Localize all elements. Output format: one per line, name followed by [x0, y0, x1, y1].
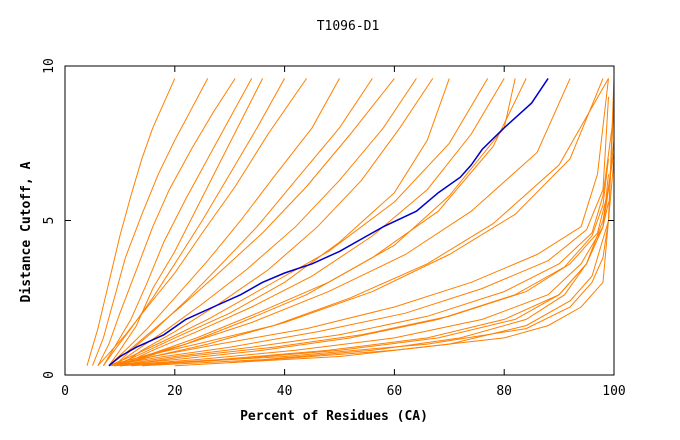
- model-series-line: [119, 158, 615, 367]
- model-series-line: [108, 158, 609, 367]
- x-tick-label: 40: [277, 384, 293, 399]
- model-series-line: [92, 78, 209, 366]
- model-series-line: [114, 112, 615, 367]
- x-tick-label: 20: [167, 384, 183, 399]
- model-series-line: [174, 96, 615, 367]
- chart-title: T1096-D1: [317, 19, 380, 34]
- model-series-line: [108, 78, 489, 367]
- highlighted-series-line: [108, 77, 549, 367]
- model-series-line: [97, 78, 236, 366]
- y-tick-label: 0: [42, 371, 57, 379]
- y-tick-label: 5: [42, 217, 57, 225]
- x-tick-label: 80: [496, 384, 512, 399]
- model-series-line: [108, 96, 609, 367]
- model-series-group: [86, 78, 615, 367]
- model-series-line: [108, 78, 609, 367]
- x-axis-label: Percent of Residues (CA): [240, 409, 428, 424]
- y-tick-label: 10: [42, 58, 57, 74]
- model-series-line: [108, 78, 395, 367]
- model-series-line: [119, 78, 516, 367]
- model-series-line: [141, 201, 609, 367]
- model-series-line: [130, 189, 609, 367]
- model-series-line: [229, 78, 615, 364]
- model-series-line: [97, 78, 308, 367]
- model-series-line: [86, 78, 176, 366]
- model-series-line: [102, 78, 253, 366]
- model-series-line: [114, 78, 373, 367]
- x-axis-ticks: 0 20 40 60 80 100: [61, 66, 626, 399]
- model-series-line: [102, 78, 286, 366]
- model-series-line: [114, 174, 609, 367]
- highlighted-series-group: [108, 77, 549, 367]
- model-series-line: [119, 152, 615, 367]
- model-series-line: [114, 78, 604, 367]
- x-tick-label: 60: [387, 384, 403, 399]
- x-tick-label: 100: [602, 384, 625, 399]
- model-series-line: [108, 78, 264, 366]
- x-tick-label: 0: [61, 384, 69, 399]
- model-series-line: [114, 78, 417, 367]
- model-series-line: [108, 78, 609, 367]
- model-series-line: [114, 78, 450, 367]
- model-series-line: [108, 78, 571, 367]
- y-axis-label: Distance Cutoff, A: [19, 161, 34, 302]
- model-series-line: [108, 78, 340, 367]
- model-series-line: [119, 78, 505, 367]
- model-series-line: [119, 78, 434, 367]
- y-axis-ticks: 0 5 10: [42, 58, 614, 379]
